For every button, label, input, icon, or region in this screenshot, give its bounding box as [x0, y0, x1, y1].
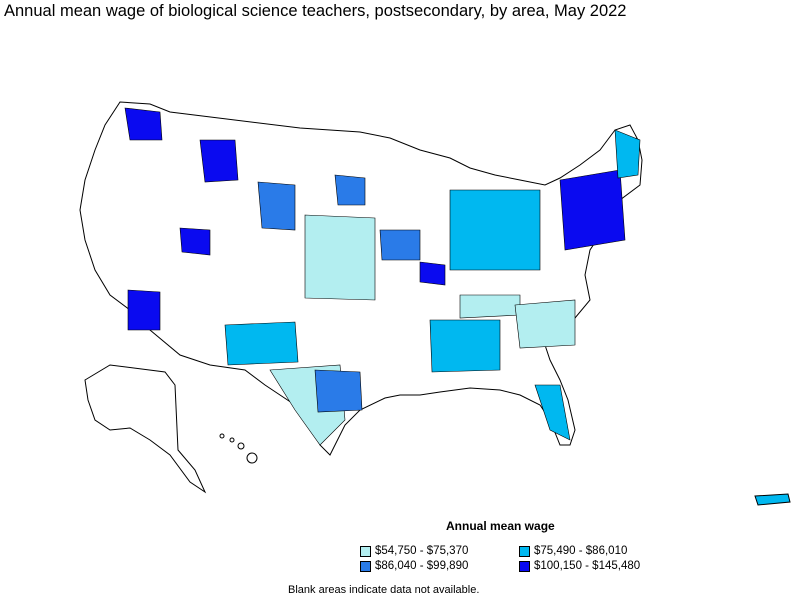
region-iowa: [379, 229, 421, 261]
region-colorado: [179, 227, 211, 256]
region-kansas: [304, 214, 376, 301]
region-northeast: [559, 169, 626, 251]
region-houston: [314, 369, 363, 413]
puerto-rico: [754, 493, 791, 506]
legend-item-1: $54,750 - $75,370: [360, 545, 468, 557]
legend-item-2: $75,490 - $86,010: [519, 545, 627, 557]
legend-label-2: $75,490 - $86,010: [534, 545, 628, 557]
legend-label-4: $100,150 - $145,480: [534, 560, 641, 572]
alaska-outline: [84, 364, 207, 494]
legend-swatch-3: [360, 560, 371, 572]
region-maine: [614, 129, 641, 179]
legend-title: Annual mean wage: [446, 519, 555, 533]
legend-swatch-4: [519, 560, 530, 572]
legend-label-1: $54,750 - $75,370: [375, 545, 469, 557]
region-florida: [534, 384, 571, 441]
legend-swatch-1: [360, 545, 371, 557]
hawaii-islands: [219, 433, 258, 464]
region-wyoming: [257, 181, 296, 231]
map-regions: [124, 107, 641, 446]
region-tennessee: [459, 294, 521, 319]
legend-item-4: $100,150 - $145,480: [519, 560, 640, 572]
legend-swatch-2: [519, 545, 530, 557]
region-seattle: [124, 107, 163, 141]
region-missouri: [419, 261, 446, 286]
region-new-mexico: [224, 321, 299, 366]
map-title: Annual mean wage of biological science t…: [4, 2, 627, 20]
region-mn: [334, 174, 366, 206]
region-carolinas: [514, 299, 576, 349]
region-montana: [199, 139, 239, 183]
region-alabama: [429, 319, 501, 373]
legend-label-3: $86,040 - $99,890: [375, 560, 469, 572]
region-arizona: [127, 289, 161, 331]
footnote: Blank areas indicate data not available.: [288, 584, 480, 596]
region-midwest: [449, 189, 541, 271]
legend-item-3: $86,040 - $99,890: [360, 560, 468, 572]
